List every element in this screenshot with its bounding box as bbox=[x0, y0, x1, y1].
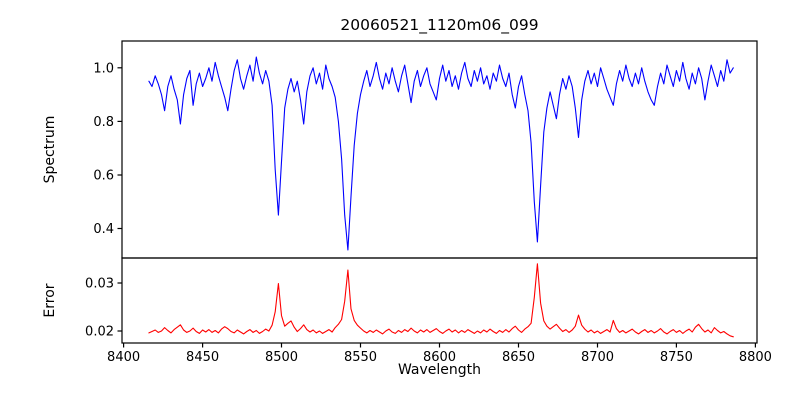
x-tick-label: 8700 bbox=[581, 350, 614, 365]
y-tick-label: 0.6 bbox=[93, 169, 114, 184]
error-y-axis-label: Error bbox=[42, 283, 58, 317]
y-tick-label: 0.8 bbox=[93, 115, 114, 130]
y-tick-label: 0.02 bbox=[85, 325, 114, 340]
spectrum-panel-frame bbox=[121, 40, 758, 259]
x-tick-label: 8600 bbox=[423, 350, 456, 365]
spectrum-y-axis-label: Spectrum bbox=[42, 116, 58, 184]
x-tick-label: 8650 bbox=[502, 350, 535, 365]
x-tick-label: 8450 bbox=[186, 350, 219, 365]
chart-title: 20060521_1120m06_099 bbox=[340, 16, 538, 35]
x-ticks: 8400 8450 8500 8550 8600 8650 8700 8750 8800 bbox=[107, 343, 772, 365]
spectrum-series-line bbox=[148, 56, 734, 251]
error-y-ticks: 0.02 0.03 bbox=[85, 277, 122, 340]
x-tick-label: 8550 bbox=[344, 350, 377, 365]
x-tick-label: 8750 bbox=[660, 350, 693, 365]
y-tick-label: 1.0 bbox=[93, 61, 114, 76]
x-axis-label: Wavelength bbox=[398, 362, 481, 378]
y-tick-label: 0.4 bbox=[93, 222, 114, 237]
error-series-line bbox=[148, 263, 734, 338]
x-tick-label: 8500 bbox=[265, 350, 298, 365]
spectrum-y-ticks: 0.4 0.6 0.8 1.0 bbox=[93, 61, 122, 237]
x-tick-label: 8400 bbox=[107, 350, 140, 365]
x-tick-label: 8800 bbox=[739, 350, 772, 365]
y-tick-label: 0.03 bbox=[85, 277, 114, 292]
